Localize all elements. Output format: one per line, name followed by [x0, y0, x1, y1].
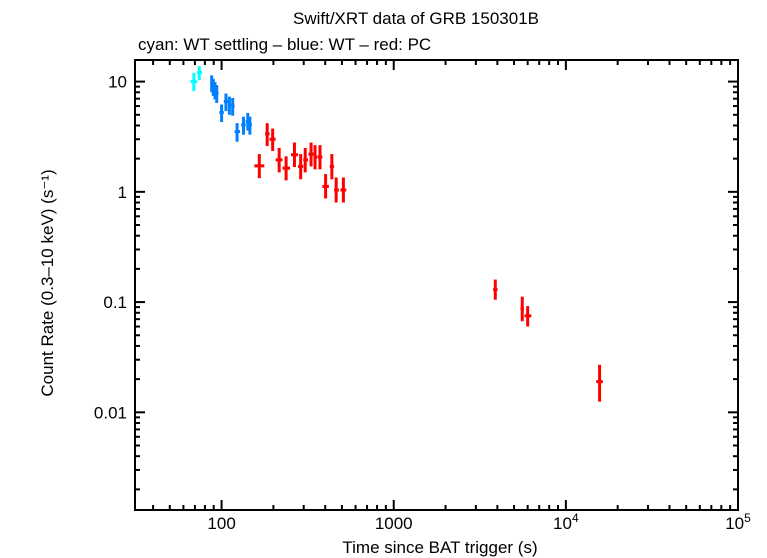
y-tick-label: 10	[108, 73, 127, 92]
y-axis-label: Count Rate (0.3–10 keV) (s⁻¹)	[38, 169, 57, 396]
data-point	[241, 116, 246, 135]
chart-subtitle: cyan: WT settling – blue: WT – red: PC	[138, 35, 431, 54]
x-axis-label: Time since BAT trigger (s)	[342, 538, 537, 557]
x-tick-label: 105	[725, 511, 751, 533]
data-point	[290, 142, 299, 167]
data-point	[329, 154, 335, 180]
data-point	[282, 156, 291, 181]
x-tick-label: 104	[553, 511, 579, 533]
data-point	[265, 123, 270, 147]
series-pc	[254, 123, 603, 402]
data-point	[215, 85, 219, 103]
data-point	[308, 142, 314, 167]
series-wt-settling	[190, 66, 203, 92]
y-tick-label: 0.1	[103, 293, 127, 312]
data-point	[334, 177, 339, 203]
data-points	[190, 66, 603, 402]
plot-frame	[134, 59, 739, 511]
data-point	[248, 116, 252, 135]
data-point	[322, 174, 329, 199]
data-point	[275, 147, 283, 173]
data-point	[317, 145, 323, 170]
data-point	[197, 66, 203, 81]
tick-labels: 100 1000 104 105 10 1 0.1 0.01	[94, 73, 751, 533]
data-point	[303, 147, 309, 173]
x-tick-label: 1000	[375, 514, 413, 533]
y-tick-label: 1	[118, 183, 127, 202]
data-point	[223, 93, 229, 112]
data-point	[340, 177, 347, 203]
data-point	[269, 128, 276, 151]
y-tick-label: 0.01	[94, 403, 127, 422]
x-tick-label: 100	[207, 514, 235, 533]
data-point	[219, 104, 224, 123]
data-point	[234, 123, 241, 142]
chart-title: Swift/XRT data of GRB 150301B	[293, 9, 539, 28]
data-point	[190, 72, 198, 92]
data-point	[313, 145, 318, 170]
axes	[134, 59, 739, 511]
data-point	[596, 364, 603, 402]
data-point	[493, 279, 498, 300]
data-point	[298, 154, 304, 180]
series-wt	[210, 75, 252, 142]
data-point	[524, 306, 532, 327]
data-point	[227, 96, 232, 115]
data-point	[231, 97, 235, 116]
data-point	[520, 296, 524, 322]
data-point	[254, 154, 265, 179]
